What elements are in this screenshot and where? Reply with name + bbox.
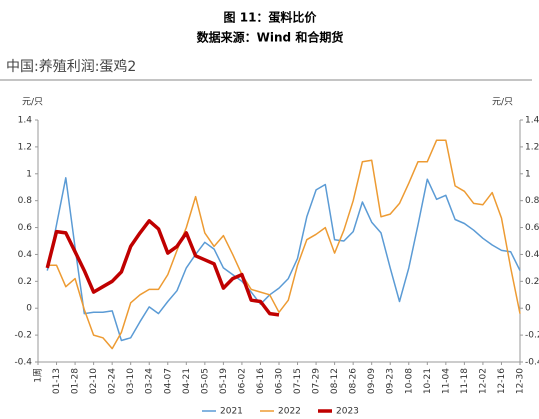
- x-tick-label: 05-19: [219, 368, 229, 394]
- x-tick-label: 09-23: [386, 368, 396, 394]
- y2-tick-label: -0.2: [525, 331, 539, 341]
- y-tick-label: -0.4: [14, 358, 32, 368]
- x-tick-label: 05-05: [200, 368, 210, 394]
- x-tick-label: 03-24: [145, 368, 155, 394]
- y-tick-label: 1.4: [18, 116, 33, 126]
- series-line: [46, 177, 521, 342]
- x-tick-label: 06-30: [275, 368, 285, 394]
- y-tick-label: 1.2: [18, 142, 32, 152]
- y-tick-label: 0.6: [18, 223, 33, 233]
- x-tick-label: 12-16: [497, 368, 507, 394]
- legend-label: 2022: [278, 407, 301, 417]
- y2-tick-label: 0.4: [525, 250, 539, 260]
- x-tick-label: 11-04: [441, 368, 451, 394]
- x-tick-label: 07-29: [312, 368, 322, 394]
- x-tick-label: 08-12: [330, 368, 340, 394]
- y-tick-label: 1: [26, 169, 32, 179]
- chart-title: 图 11：蛋料比价: [224, 10, 318, 25]
- series-line: [47, 139, 521, 350]
- y2-tick-label: 1.4: [525, 116, 539, 126]
- x-tick-label: 12-30: [516, 368, 526, 394]
- x-tick-label: 04-21: [182, 368, 192, 394]
- y-tick-label: 0.8: [18, 196, 33, 206]
- x-tick-label: 02-10: [89, 368, 99, 394]
- x-tick-label: 01-13: [52, 368, 62, 394]
- y2-tick-label: 0.6: [525, 223, 539, 233]
- y-tick-label: 0.4: [18, 250, 33, 260]
- x-tick-label: 09-09: [367, 368, 377, 394]
- y2-tick-label: 0.8: [525, 196, 539, 206]
- series-line: [45, 219, 280, 317]
- x-tick-label: 06-02: [237, 368, 247, 394]
- chart-subtitle: 数据来源：Wind 和合期货: [197, 30, 344, 45]
- x-tick-label: 04-07: [163, 368, 173, 394]
- y-tick-label: 0.2: [18, 277, 32, 287]
- y2-tick-label: 1: [525, 169, 531, 179]
- x-tick-label: 01-28: [71, 368, 81, 394]
- chart-label: 中国:养殖利润:蛋鸡2: [6, 58, 136, 75]
- y-tick-label: 0: [26, 304, 32, 314]
- x-tick-label: 07-15: [293, 368, 303, 394]
- y2-axis-label: 元/只: [492, 98, 513, 108]
- x-tick-label: 06-16: [256, 368, 266, 394]
- x-tick-label: 12-02: [478, 368, 488, 394]
- legend-label: 2023: [336, 407, 359, 417]
- y2-tick-label: -0.4: [525, 358, 539, 368]
- x-tick-label: 08-26: [349, 368, 359, 394]
- x-tick-label: 02-24: [108, 368, 118, 394]
- y2-tick-label: 1.2: [525, 142, 539, 152]
- y2-tick-label: 0.2: [525, 277, 539, 287]
- y2-tick-label: 0: [525, 304, 531, 314]
- x-tick-label: 10-08: [404, 368, 414, 394]
- x-tick-label: 1周: [33, 368, 44, 383]
- y-axis-label: 元/只: [22, 98, 43, 108]
- legend-label: 2021: [220, 407, 243, 417]
- x-tick-label: 11-18: [460, 368, 470, 394]
- x-tick-label: 10-21: [423, 368, 433, 394]
- x-tick-label: 03-10: [126, 368, 136, 394]
- y-tick-label: -0.2: [14, 331, 32, 341]
